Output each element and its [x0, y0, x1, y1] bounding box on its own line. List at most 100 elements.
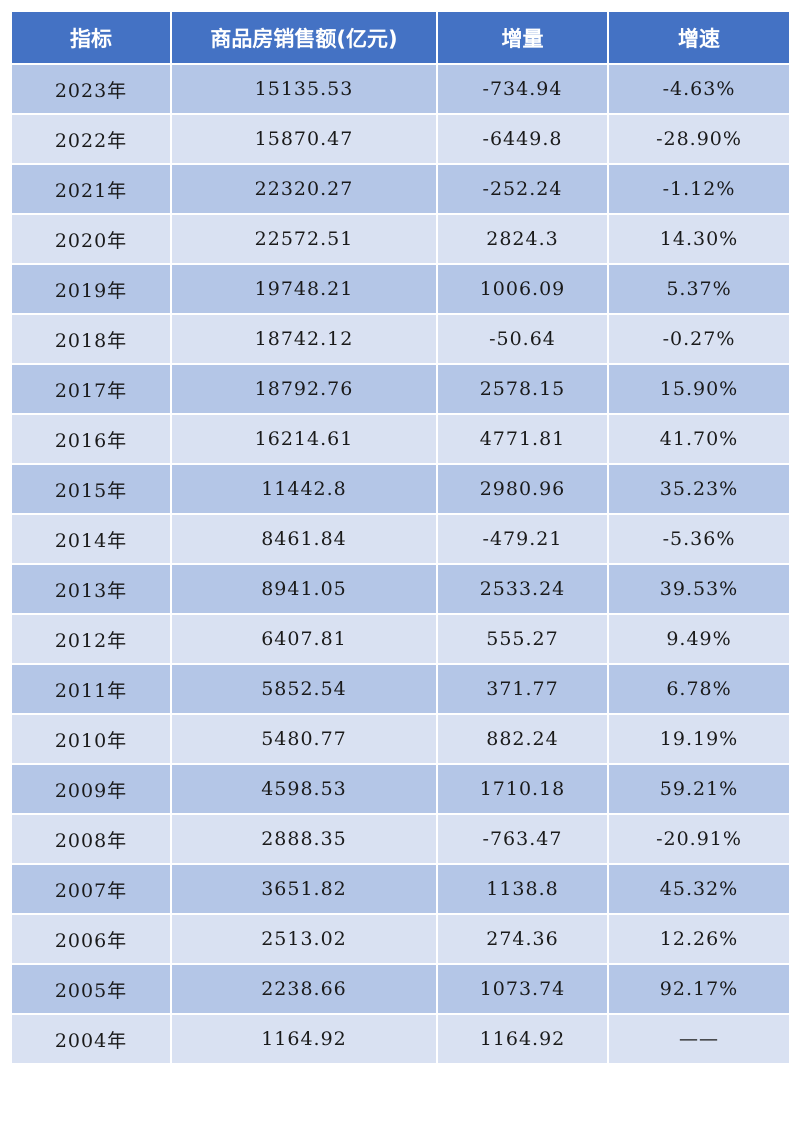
table-row: 2006年 2513.02 274.36 12.26%	[10, 913, 791, 965]
sales-amount-cell: 4598.53	[170, 763, 438, 815]
growth-rate-cell: -0.27%	[607, 313, 791, 365]
table-row: 2015年 11442.8 2980.96 35.23%	[10, 463, 791, 515]
table-row: 2018年 18742.12 -50.64 -0.27%	[10, 313, 791, 365]
sales-amount-cell: 15135.53	[170, 63, 438, 115]
header-increase: 增量	[436, 10, 609, 65]
sales-amount-cell: 2238.66	[170, 963, 438, 1015]
table-row: 2022年 15870.47 -6449.8 -28.90%	[10, 113, 791, 165]
growth-rate-cell: 12.26%	[607, 913, 791, 965]
growth-rate-cell: 39.53%	[607, 563, 791, 615]
sales-table: 指标 商品房销售额(亿元) 增量 增速 2023年 15135.53 -734.94…	[10, 10, 791, 1065]
increase-cell: -6449.8	[436, 113, 609, 165]
table-row: 2008年 2888.35 -763.47 -20.91%	[10, 813, 791, 865]
sales-amount-cell: 16214.61	[170, 413, 438, 465]
year-cell: 2004年	[10, 1013, 172, 1065]
growth-rate-cell: -4.63%	[607, 63, 791, 115]
increase-cell: 2578.15	[436, 363, 609, 415]
sales-amount-cell: 19748.21	[170, 263, 438, 315]
increase-cell: 2824.3	[436, 213, 609, 265]
year-cell: 2012年	[10, 613, 172, 665]
growth-rate-cell: 19.19%	[607, 713, 791, 765]
sales-amount-cell: 5480.77	[170, 713, 438, 765]
increase-cell: 4771.81	[436, 413, 609, 465]
increase-cell: -763.47	[436, 813, 609, 865]
table-row: 2021年 22320.27 -252.24 -1.12%	[10, 163, 791, 215]
growth-rate-cell: -20.91%	[607, 813, 791, 865]
table-row: 2004年 1164.92 1164.92 ——	[10, 1013, 791, 1065]
growth-rate-cell: 14.30%	[607, 213, 791, 265]
year-cell: 2022年	[10, 113, 172, 165]
header-indicator: 指标	[10, 10, 172, 65]
growth-rate-cell: 41.70%	[607, 413, 791, 465]
table-row: 2020年 22572.51 2824.3 14.30%	[10, 213, 791, 265]
increase-cell: -252.24	[436, 163, 609, 215]
increase-cell: -734.94	[436, 63, 609, 115]
year-cell: 2016年	[10, 413, 172, 465]
sales-amount-cell: 5852.54	[170, 663, 438, 715]
table-row: 2011年 5852.54 371.77 6.78%	[10, 663, 791, 715]
table-row: 2013年 8941.05 2533.24 39.53%	[10, 563, 791, 615]
year-cell: 2018年	[10, 313, 172, 365]
year-cell: 2009年	[10, 763, 172, 815]
increase-cell: 371.77	[436, 663, 609, 715]
increase-cell: 1006.09	[436, 263, 609, 315]
increase-cell: 882.24	[436, 713, 609, 765]
growth-rate-cell: ——	[607, 1013, 791, 1065]
year-cell: 2010年	[10, 713, 172, 765]
increase-cell: 555.27	[436, 613, 609, 665]
sales-amount-cell: 15870.47	[170, 113, 438, 165]
year-cell: 2017年	[10, 363, 172, 415]
table-row: 2023年 15135.53 -734.94 -4.63%	[10, 63, 791, 115]
year-cell: 2015年	[10, 463, 172, 515]
increase-cell: 1710.18	[436, 763, 609, 815]
increase-cell: 2980.96	[436, 463, 609, 515]
header-row: 指标 商品房销售额(亿元) 增量 增速	[10, 10, 791, 65]
table-row: 2017年 18792.76 2578.15 15.90%	[10, 363, 791, 415]
table-row: 2012年 6407.81 555.27 9.49%	[10, 613, 791, 665]
increase-cell: 1073.74	[436, 963, 609, 1015]
sales-amount-cell: 8941.05	[170, 563, 438, 615]
header-sales-amount: 商品房销售额(亿元)	[170, 10, 438, 65]
increase-cell: 274.36	[436, 913, 609, 965]
sales-amount-cell: 2888.35	[170, 813, 438, 865]
table-body: 2023年 15135.53 -734.94 -4.63% 2022年 15870.47-…	[10, 63, 791, 1065]
year-cell: 2021年	[10, 163, 172, 215]
growth-rate-cell: -28.90%	[607, 113, 791, 165]
table-row: 2007年 3651.82 1138.8 45.32%	[10, 863, 791, 915]
growth-rate-cell: -1.12%	[607, 163, 791, 215]
year-cell: 2007年	[10, 863, 172, 915]
growth-rate-cell: 9.49%	[607, 613, 791, 665]
growth-rate-cell: 45.32%	[607, 863, 791, 915]
growth-rate-cell: 6.78%	[607, 663, 791, 715]
year-cell: 2008年	[10, 813, 172, 865]
increase-cell: 1164.92	[436, 1013, 609, 1065]
table-row: 2019年 19748.21 1006.09 5.37%	[10, 263, 791, 315]
year-cell: 2006年	[10, 913, 172, 965]
table-row: 2009年 4598.53 1710.18 59.21%	[10, 763, 791, 815]
sales-amount-cell: 18792.76	[170, 363, 438, 415]
sales-amount-cell: 1164.92	[170, 1013, 438, 1065]
increase-cell: -50.64	[436, 313, 609, 365]
year-cell: 2020年	[10, 213, 172, 265]
increase-cell: 2533.24	[436, 563, 609, 615]
growth-rate-cell: -5.36%	[607, 513, 791, 565]
table-row: 2014年 8461.84 -479.21 -5.36%	[10, 513, 791, 565]
year-cell: 2019年	[10, 263, 172, 315]
header-growth-rate: 增速	[607, 10, 791, 65]
growth-rate-cell: 15.90%	[607, 363, 791, 415]
growth-rate-cell: 35.23%	[607, 463, 791, 515]
sales-amount-cell: 22572.51	[170, 213, 438, 265]
table-row: 2005年 2238.66 1073.74 92.17%	[10, 963, 791, 1015]
increase-cell: 1138.8	[436, 863, 609, 915]
sales-amount-cell: 3651.82	[170, 863, 438, 915]
growth-rate-cell: 92.17%	[607, 963, 791, 1015]
year-cell: 2013年	[10, 563, 172, 615]
growth-rate-cell: 5.37%	[607, 263, 791, 315]
growth-rate-cell: 59.21%	[607, 763, 791, 815]
sales-amount-cell: 18742.12	[170, 313, 438, 365]
year-cell: 2005年	[10, 963, 172, 1015]
table-row: 2016年 16214.61 4771.81 41.70%	[10, 413, 791, 465]
increase-cell: -479.21	[436, 513, 609, 565]
sales-amount-cell: 8461.84	[170, 513, 438, 565]
year-cell: 2014年	[10, 513, 172, 565]
